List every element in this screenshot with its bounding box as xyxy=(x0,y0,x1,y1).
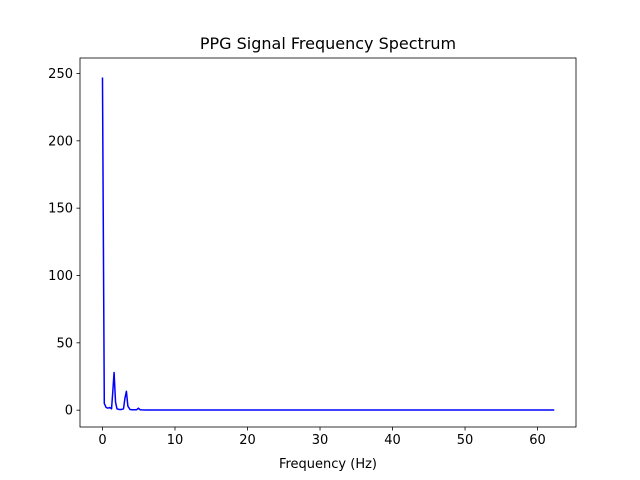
y-tick-label-150: 150 xyxy=(48,202,73,217)
y-tick-label-250: 250 xyxy=(48,67,73,82)
x-tick-label-40: 40 xyxy=(384,433,401,448)
x-tick-label-10: 10 xyxy=(167,433,184,448)
y-tick-label-100: 100 xyxy=(48,269,73,284)
chart-title: PPG Signal Frequency Spectrum xyxy=(200,34,456,53)
x-tick-label-50: 50 xyxy=(457,433,474,448)
y-tick-label-50: 50 xyxy=(56,336,73,351)
plot-area: 0 10 20 30 40 50 60 0 50 100 150 200 250 xyxy=(48,57,577,448)
x-tick-label-30: 30 xyxy=(312,433,329,448)
x-axis-label: Frequency (Hz) xyxy=(279,457,377,472)
y-tick-label-0: 0 xyxy=(65,404,73,419)
y-tick-label-200: 200 xyxy=(48,134,73,149)
x-tick-label-0: 0 xyxy=(98,433,106,448)
x-tick-label-20: 20 xyxy=(239,433,256,448)
axes-frame xyxy=(79,57,577,428)
x-tick-label-60: 60 xyxy=(529,433,546,448)
series-line-0 xyxy=(101,77,555,411)
